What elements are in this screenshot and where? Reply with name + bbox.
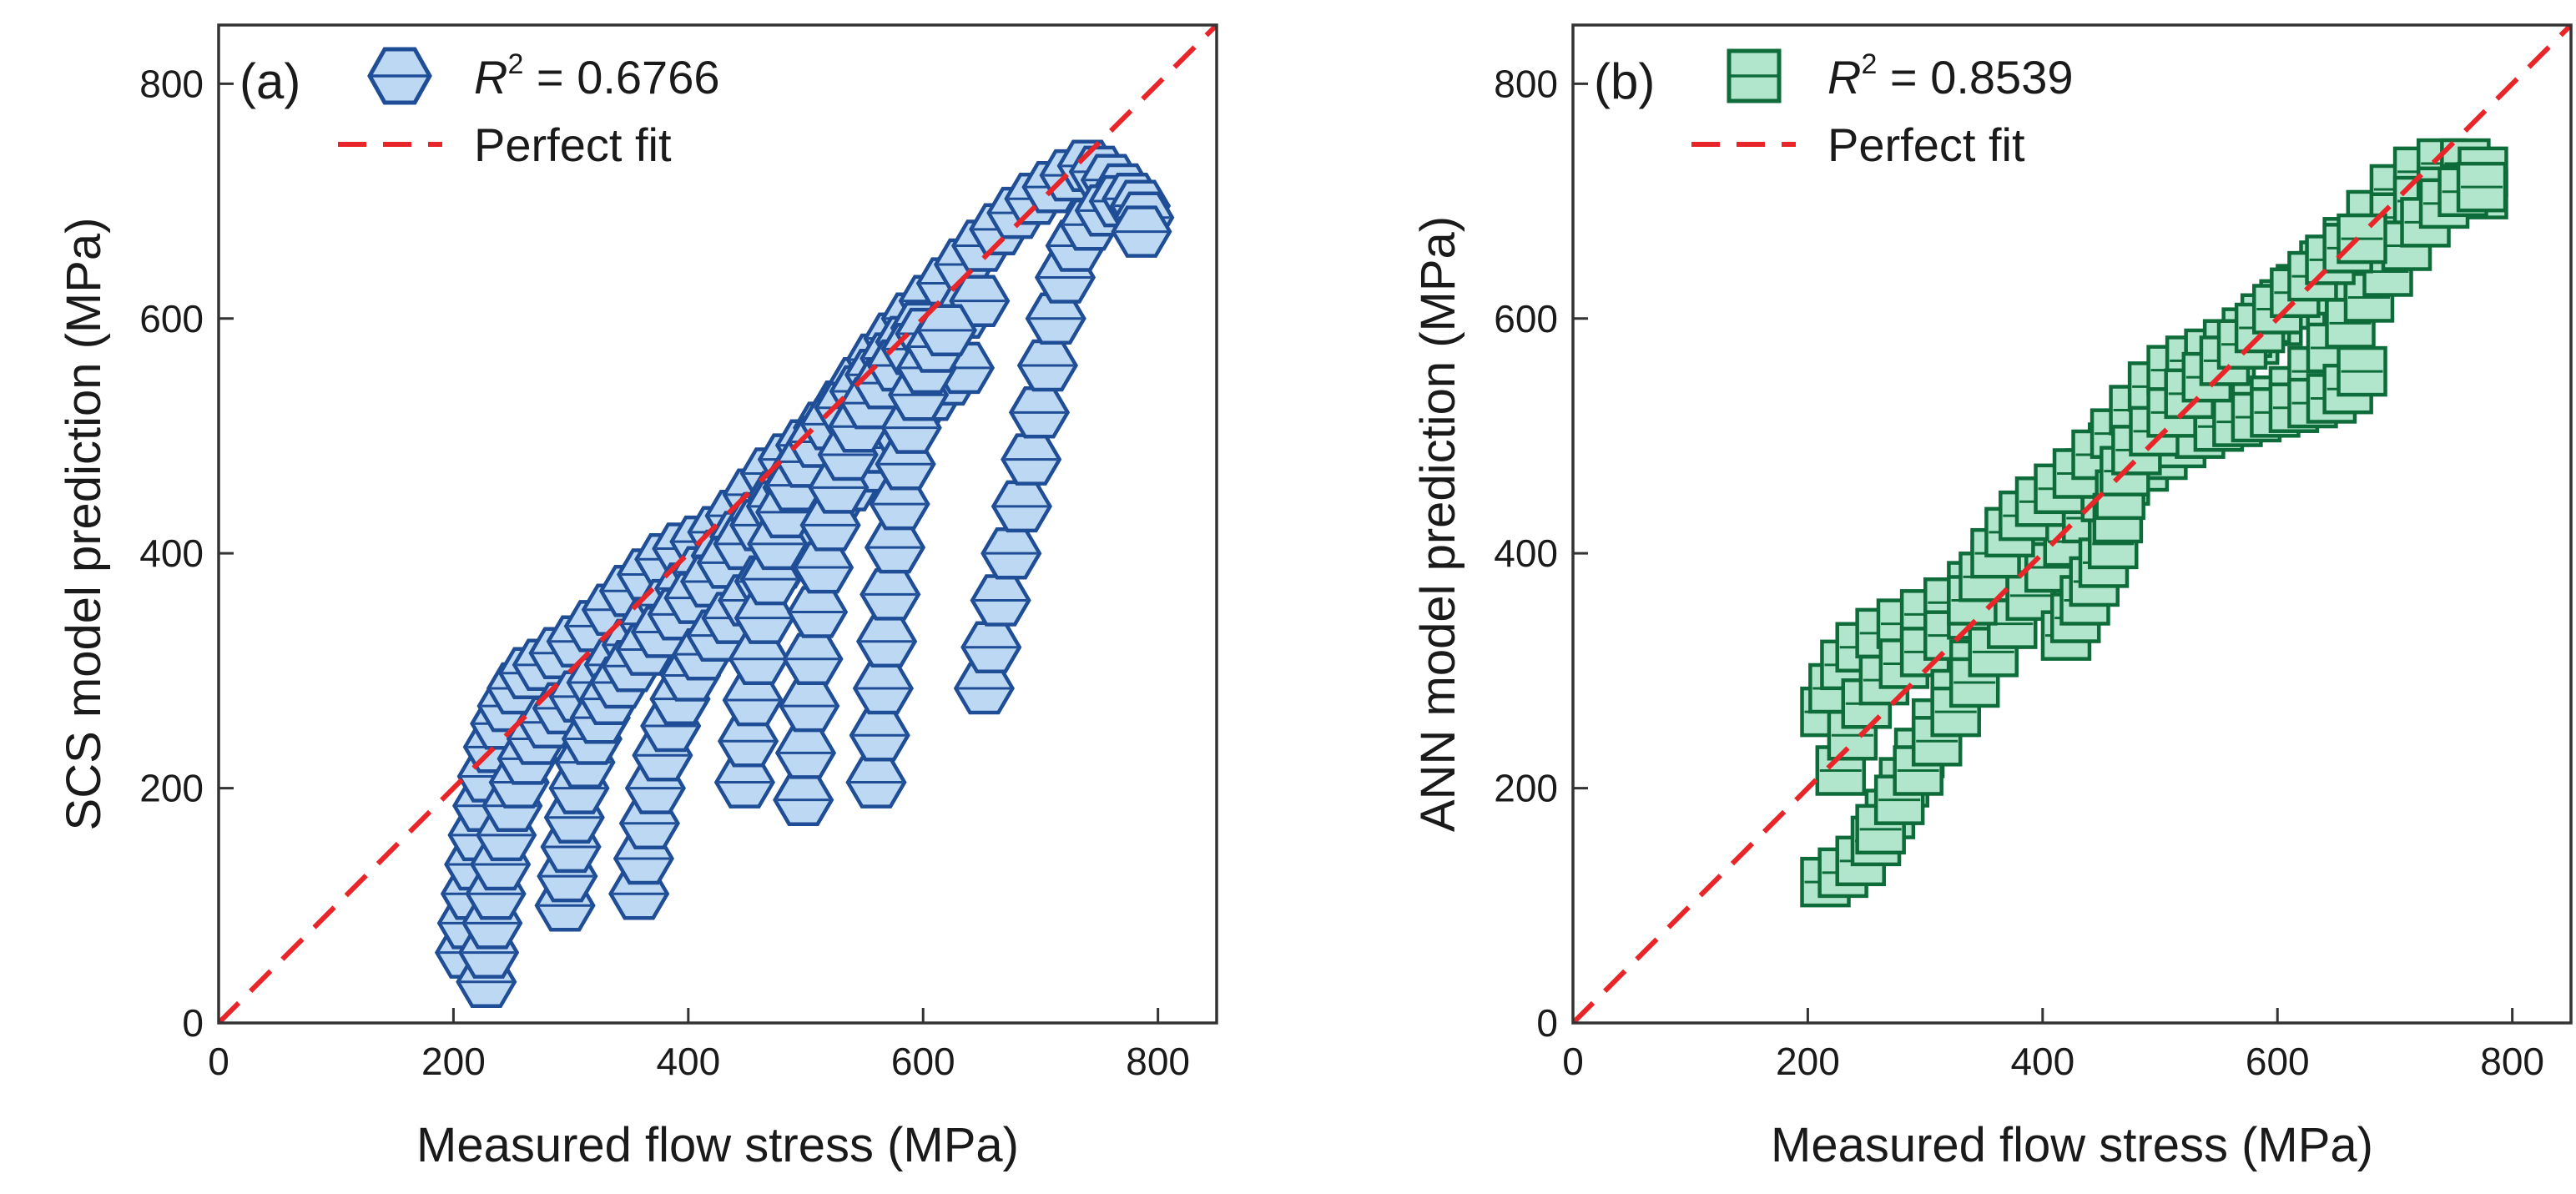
y-tick-label: 0 (1536, 1001, 1558, 1045)
data-point (960, 621, 1022, 673)
data-point (1025, 292, 1086, 345)
y-tick-label: 200 (139, 767, 204, 810)
data-point (782, 632, 844, 686)
data-point (980, 526, 1042, 580)
x-tick-label: 800 (1126, 1040, 1190, 1083)
y-tick-label: 800 (139, 62, 204, 105)
scatter-points-b (1800, 138, 2508, 908)
y-tick-label: 800 (1494, 62, 1558, 105)
legend-fit-label-b: Perfect fit (1827, 118, 2025, 171)
r2-value-b: = 0.8539 (1877, 51, 2073, 103)
data-point (1001, 433, 1062, 486)
x-tick-label: 400 (656, 1040, 720, 1083)
r2-exponent-b: 2 (1861, 48, 1877, 80)
x-ticks-b: 0 200 400 600 800 (1562, 1008, 2544, 1083)
y-axis-title-b: ANN model prediction (MPa) (1411, 216, 1465, 832)
data-point (852, 662, 915, 715)
x-tick-label: 600 (2246, 1040, 2310, 1083)
legend-r2-label-b: R2 = 0.8539 (1827, 48, 2073, 103)
r2-value-a: = 0.6766 (523, 51, 719, 103)
data-point (792, 541, 854, 594)
data-point (2337, 345, 2387, 397)
data-point (786, 586, 849, 638)
data-point (953, 662, 1016, 715)
data-point (1111, 205, 1172, 258)
data-point (779, 679, 840, 733)
r2-exponent-a: 2 (507, 48, 523, 80)
panel-label-b: (b) (1594, 53, 1655, 109)
y-tick-label: 200 (1494, 767, 1558, 810)
x-tick-label: 200 (421, 1040, 486, 1083)
perfect-fit-line-a (219, 25, 1217, 1023)
x-tick-label: 0 (208, 1040, 229, 1083)
x-tick-label: 600 (891, 1040, 955, 1083)
data-point (855, 615, 918, 668)
x-tick-label: 400 (2010, 1040, 2074, 1083)
data-point (970, 574, 1031, 627)
data-point (1008, 386, 1071, 439)
x-axis-title-b: Measured flow stress (MPa) (1771, 1118, 2373, 1172)
legend-r2-label-a: R2 = 0.6766 (474, 48, 719, 103)
y-axis-title-a: SCS model prediction (MPa) (57, 218, 111, 831)
x-ticks-a: 0 200 400 600 800 (208, 1008, 1190, 1083)
y-tick-label: 400 (1494, 532, 1558, 575)
data-point (1016, 339, 1079, 392)
legend-b: R2 = 0.8539 Perfect fit (1691, 48, 2073, 171)
plot-frame-a (217, 23, 1218, 1025)
r2-symbol-b: R (1827, 51, 1861, 103)
data-point (2337, 213, 2387, 264)
data-point (773, 773, 834, 826)
legend-a: R2 = 0.6766 Perfect fit (338, 47, 719, 171)
x-tick-label: 0 (1562, 1040, 1584, 1083)
data-point (864, 521, 926, 574)
panel-label-a: (a) (239, 53, 300, 109)
x-tick-label: 800 (2480, 1040, 2544, 1083)
x-axis-title-a: Measured flow stress (MPa) (416, 1118, 1019, 1172)
y-tick-label: 400 (139, 532, 204, 575)
panel-b: 0 200 400 600 800 0 200 400 600 800 (b) R2 = 0.8… (1411, 23, 2573, 1172)
data-point (860, 568, 921, 621)
scatter-points-a (434, 139, 1175, 1009)
panel-a: 0 200 400 600 800 0 200 400 600 800 (a) R2 = 0.6… (57, 23, 1218, 1172)
y-ticks-a: 0 200 400 600 800 (139, 62, 234, 1045)
data-point (845, 756, 907, 809)
r2-symbol-a: R (474, 51, 507, 103)
y-tick-label: 600 (139, 297, 204, 340)
data-point (849, 709, 910, 762)
data-point (991, 480, 1053, 533)
perfect-fit-line-b (1573, 25, 2571, 1023)
data-point (2456, 161, 2508, 213)
x-tick-label: 200 (1776, 1040, 1840, 1083)
y-tick-label: 600 (1494, 297, 1558, 340)
plot-frame-b (1571, 23, 2573, 1025)
y-tick-label: 0 (182, 1001, 204, 1045)
legend-fit-label-a: Perfect fit (474, 118, 672, 171)
data-point (774, 727, 837, 779)
y-ticks-b: 0 200 400 600 800 (1494, 62, 1588, 1045)
